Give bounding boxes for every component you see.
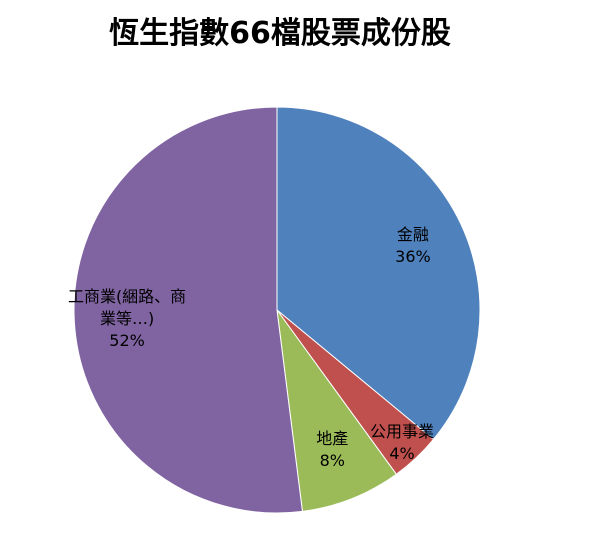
category-label: 金融 <box>396 225 429 245</box>
slice-label: 金融 36% <box>395 224 431 268</box>
slice-label: 地產 8% <box>316 428 348 472</box>
category-label: 工商業(綑路、商業等…) <box>67 287 187 329</box>
slice-label: 公用事業 4% <box>370 421 434 465</box>
pie-slice <box>276 106 481 441</box>
slice-label: 工商業(綑路、商業等…) 52% <box>62 286 192 352</box>
category-label: 地產 <box>316 428 349 448</box>
pie-slice <box>73 106 304 514</box>
value-label: 52% <box>109 331 145 351</box>
chart-title: 恆生指數66檔股票成份股 <box>109 16 451 51</box>
value-label: 8% <box>319 450 345 470</box>
value-label: 4% <box>389 444 415 464</box>
category-label: 公用事業 <box>370 422 435 442</box>
pie-slice <box>276 309 398 512</box>
value-label: 36% <box>395 247 431 267</box>
